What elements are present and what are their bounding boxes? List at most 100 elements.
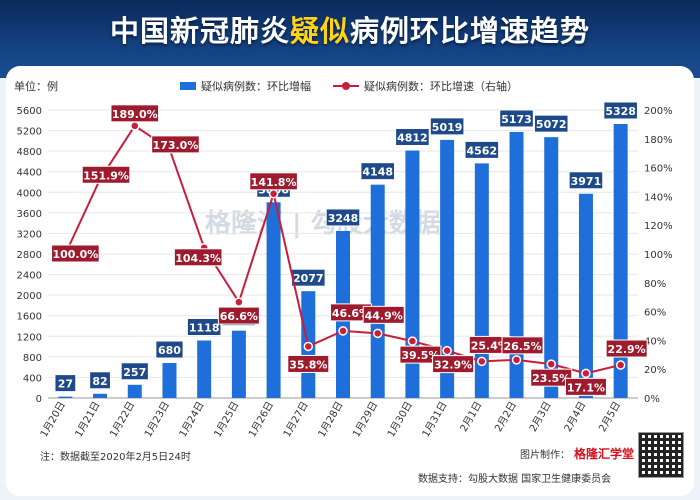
bar: [544, 137, 559, 398]
bar-value-label: 5072: [536, 118, 567, 131]
title-pre: 中国新冠肺炎: [109, 14, 290, 48]
right-axis-tick: 100%: [644, 250, 673, 261]
x-axis-tick: 1月22日: [107, 400, 137, 440]
bar-value-label: 4148: [362, 166, 393, 179]
line-value-label: 17.1%: [567, 381, 605, 394]
line-label-bg: [501, 336, 544, 355]
bar-value-label: 2077: [293, 272, 324, 285]
right-axis-tick: 120%: [644, 221, 673, 232]
line-value-label: 22.9%: [608, 343, 646, 356]
line-value-label: 189.0%: [112, 108, 158, 121]
line-label-bg: [287, 354, 330, 373]
right-axis-tick: 160%: [644, 164, 673, 175]
bar-label-bg: [360, 162, 396, 181]
line-label-bg: [432, 355, 475, 374]
credit-brand: 格隆汇学堂: [574, 447, 635, 461]
x-axis-tick: 2月2日: [492, 400, 519, 434]
line-point: [407, 336, 418, 346]
bar-label-bg: [603, 101, 638, 120]
bar-label-bg: [89, 371, 111, 390]
bar-value-label: 3248: [328, 212, 359, 225]
bar-value-label: 680: [158, 344, 181, 357]
bar: [578, 193, 593, 398]
line-value-label: 104.3%: [175, 252, 221, 265]
left-axis-tick: 5600: [17, 106, 42, 117]
bar: [162, 363, 177, 398]
right-axis-tick: 0%: [644, 394, 660, 405]
x-axis-tick: 1月30日: [385, 400, 415, 440]
left-axis-tick: 3600: [17, 209, 42, 220]
line-value-label: 35.8%: [289, 358, 327, 371]
line-label-bg: [217, 306, 260, 325]
line-value-label: 100.0%: [52, 248, 98, 261]
bar-label-bg: [186, 318, 222, 337]
right-axis-tick: 20%: [644, 365, 666, 376]
line-point: [268, 189, 279, 199]
x-axis-tick: 2月1日: [458, 399, 485, 433]
left-axis-tick: 2800: [17, 250, 42, 261]
left-axis-tick: 0: [36, 394, 42, 405]
bar-label-bg: [120, 362, 149, 381]
bar: [370, 184, 385, 398]
bar-label-bg: [499, 109, 534, 128]
x-axis-tick: 1月21日: [73, 400, 103, 440]
bar-value-label: 1118: [189, 322, 220, 335]
line-label-bg: [249, 172, 298, 191]
bar-value-label: 257: [123, 366, 146, 379]
bar-value-label: 5019: [432, 121, 463, 134]
x-axis-tick: 1月27日: [281, 400, 311, 440]
line-label-bg: [362, 305, 405, 324]
bar-label-bg: [155, 340, 184, 359]
line-label-bg: [564, 377, 607, 396]
line-label-bg: [81, 165, 131, 184]
line-value-label: 173.0%: [153, 139, 199, 152]
legend: 疑似病例数：环比增幅 疑似病例数：环比增速（右轴）: [180, 78, 518, 94]
left-axis-tick: 3200: [17, 229, 42, 240]
bar-label-bg: [429, 117, 465, 136]
line-point: [615, 360, 626, 370]
line-point: [511, 355, 522, 365]
bar-label-bg: [533, 114, 569, 133]
bar: [613, 123, 628, 398]
left-axis-tick: 4000: [17, 188, 42, 199]
x-axis-tick: 1月23日: [142, 400, 172, 440]
bar-label-bg: [395, 128, 430, 147]
line-value-label: 23.5%: [532, 372, 570, 385]
line-point: [372, 328, 383, 339]
bar-value-label: 5328: [605, 105, 636, 118]
line-label-bg: [530, 368, 573, 387]
x-axis-tick: 1月24日: [177, 400, 207, 440]
line-value-label: 151.9%: [83, 169, 129, 182]
header-banner: 中国新冠肺炎疑似病例环比增速趋势: [0, 0, 700, 78]
right-axis-tick: 40%: [644, 336, 666, 347]
bar: [58, 396, 73, 398]
data-source: 数据支持：勾股大数据 国家卫生健康委员会: [418, 474, 612, 485]
bar: [440, 139, 455, 398]
line-point: [303, 341, 314, 352]
left-axis-tick: 1200: [17, 332, 42, 343]
legend-line-label: 疑似病例数：环比增速（右轴）: [364, 80, 518, 93]
line-label-bg: [399, 345, 442, 364]
line-label-bg: [151, 135, 200, 154]
bar: [93, 393, 108, 398]
bar: [405, 150, 420, 398]
line-label-bg: [605, 339, 648, 358]
left-axis-tick: 1600: [17, 312, 42, 323]
bar-label-bg: [325, 208, 361, 227]
line-point: [442, 345, 452, 356]
left-axis-tick: 5200: [17, 127, 42, 138]
line-value-label: 26.5%: [503, 340, 541, 353]
right-axis-tick: 80%: [644, 279, 666, 290]
bar: [127, 384, 142, 398]
bar-value-label: 4812: [397, 132, 428, 145]
legend-line-swatch: [333, 82, 359, 90]
right-axis-tick: 180%: [644, 135, 673, 146]
x-axis-tick: 1月20日: [38, 400, 68, 440]
line-value-label: 46.6%: [332, 307, 370, 320]
credit: 图片制作： 格隆汇学堂: [520, 445, 634, 462]
line-point: [477, 356, 487, 367]
title-highlight: 疑似: [289, 14, 350, 48]
legend-bar-label: 疑似病例数：环比增幅: [201, 80, 311, 93]
bar: [266, 202, 281, 398]
x-axis-tick: 2月3日: [527, 400, 554, 434]
